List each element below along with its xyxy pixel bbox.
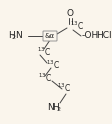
Text: H: H: [52, 104, 58, 112]
Text: $^{13}$C: $^{13}$C: [37, 46, 51, 58]
Text: $^{13}$C: $^{13}$C: [56, 82, 70, 94]
Text: HCl: HCl: [95, 31, 111, 41]
Text: O: O: [66, 9, 73, 17]
Text: $^{13}$C: $^{13}$C: [46, 59, 59, 71]
Text: $^{13}$C: $^{13}$C: [38, 72, 52, 84]
Text: 2: 2: [56, 107, 60, 112]
Text: -OH: -OH: [81, 31, 98, 41]
FancyBboxPatch shape: [43, 31, 56, 41]
Text: 2: 2: [12, 35, 16, 40]
Text: H: H: [8, 31, 15, 41]
Text: N: N: [15, 31, 22, 41]
Text: $^{13}$C: $^{13}$C: [69, 20, 83, 32]
Text: N: N: [47, 104, 53, 112]
Text: &α: &α: [45, 33, 55, 39]
